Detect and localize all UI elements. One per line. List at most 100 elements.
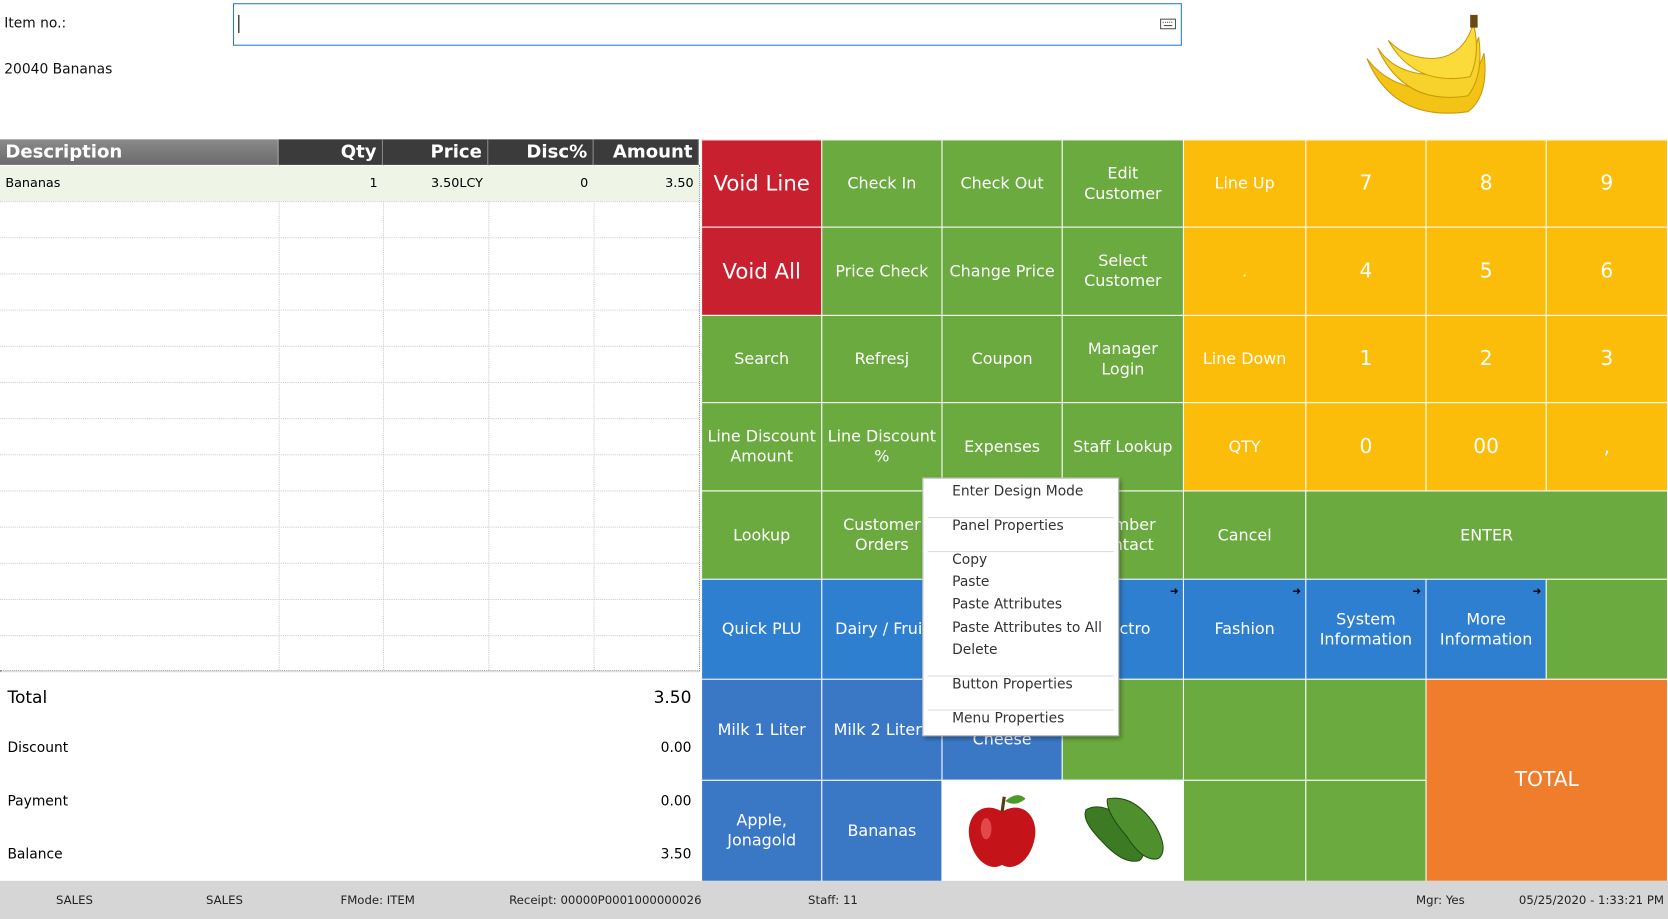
menu-item[interactable]: Button Properties	[952, 676, 1073, 693]
pos-button[interactable]: Line Up	[1182, 139, 1307, 228]
pos-button[interactable]: Fashion ➜	[1182, 578, 1307, 680]
menu-item[interactable]: Enter Design Mode	[952, 484, 1084, 500]
pos-button[interactable]: Select Customer	[1061, 226, 1185, 316]
total-label: Discount	[7, 740, 69, 757]
submenu-arrow: ➜	[1532, 586, 1542, 598]
row-line	[0, 418, 699, 420]
pos-button[interactable]: Void All	[701, 226, 823, 316]
pos-button[interactable]	[1182, 779, 1307, 882]
menu-item[interactable]: Menu Properties	[952, 710, 1065, 727]
pos-button[interactable]	[1545, 578, 1668, 680]
status-bar: SALES SALES FMode: ITEM Receipt: 00000P0001…	[0, 880, 1668, 919]
pos-button[interactable]: Cancel	[1182, 490, 1307, 580]
pos-button[interactable]: System Information ➜	[1305, 578, 1427, 680]
menu-item[interactable]: Delete	[952, 642, 998, 659]
pos-button[interactable]: Line Discount Amount	[701, 402, 823, 492]
row-line	[0, 526, 699, 528]
pos-button[interactable]: Bananas	[821, 779, 943, 882]
total-value: 3.50	[660, 846, 692, 863]
row-line	[0, 345, 699, 347]
pos-button[interactable]: 2	[1425, 314, 1547, 404]
status-item: SALES	[205, 893, 243, 908]
pos-button[interactable]	[1061, 779, 1185, 882]
menu-item[interactable]: Paste Attributes to All	[952, 620, 1102, 637]
pos-button[interactable]: 0	[1305, 402, 1427, 492]
table-cell: 1	[278, 165, 383, 202]
pos-button[interactable]: 00	[1425, 402, 1547, 492]
row-line	[0, 237, 699, 239]
pos-button[interactable]	[941, 779, 1063, 882]
total-label: Total	[7, 687, 48, 708]
row-line	[0, 381, 699, 383]
table-border	[0, 164, 700, 672]
status-item: 05/25/2020 - 1:33:21 PM	[1518, 893, 1664, 908]
pos-button[interactable]	[1182, 678, 1307, 781]
context-menu: Enter Design Mode Panel Properties Copy Pas…	[922, 477, 1120, 737]
caret	[238, 14, 240, 33]
item-input[interactable]	[232, 3, 1182, 46]
col-line	[278, 164, 280, 671]
menu-item[interactable]: Copy	[952, 552, 988, 569]
pos-button[interactable]: 4	[1305, 226, 1427, 316]
pos-button[interactable]: 5	[1425, 226, 1547, 316]
pos-button[interactable]: Lookup	[701, 490, 823, 580]
total-value: 0.00	[660, 793, 692, 810]
pos-button[interactable]: Quick PLU	[701, 578, 823, 680]
pos-button[interactable]: Void Line	[701, 139, 823, 228]
pos-button[interactable]: Manager Login	[1061, 314, 1185, 404]
pos-button[interactable]: Refresj	[821, 314, 943, 404]
col-line	[593, 164, 595, 671]
banana-image	[1366, 14, 1486, 114]
menu-item[interactable]: Paste Attributes	[952, 596, 1063, 613]
pos-button[interactable]: Apple, Jonagold	[701, 779, 823, 882]
pos-button[interactable]: TOTAL	[1425, 678, 1668, 882]
table-cell: Bananas	[0, 165, 279, 202]
pos-button[interactable]: ENTER	[1305, 490, 1668, 580]
menu-item[interactable]: Panel Properties	[952, 518, 1064, 535]
pos-button[interactable]: Search	[701, 314, 823, 404]
pos-button[interactable]: More Information ➜	[1425, 578, 1547, 680]
pos-button[interactable]: QTY	[1182, 402, 1307, 492]
pos-button[interactable]: 3	[1545, 314, 1668, 404]
menu-separator	[927, 675, 1114, 677]
row-line	[0, 309, 699, 311]
pos-button[interactable]: Check Out	[941, 139, 1063, 228]
pos-button[interactable]: Price Check	[821, 226, 943, 316]
status-item: Mgr: Yes	[1416, 893, 1465, 908]
pos-button[interactable]	[1305, 779, 1427, 882]
pos-button[interactable]: Check In	[821, 139, 943, 228]
row-line	[0, 598, 699, 600]
pos-button[interactable]: Change Price	[941, 226, 1063, 316]
pos-button[interactable]: 1	[1305, 314, 1427, 404]
keyboard-icon[interactable]	[1160, 18, 1177, 30]
column-header: Disc%	[488, 139, 594, 165]
pos-button[interactable]: ,	[1545, 402, 1668, 492]
table-cell: 3.50LCY	[382, 165, 489, 202]
pos-button[interactable]: Line Discount %	[821, 402, 943, 492]
menu-separator	[927, 551, 1114, 553]
pos-button[interactable]: 8	[1425, 139, 1547, 228]
row-line	[0, 635, 699, 637]
pos-button[interactable]	[1305, 678, 1427, 781]
pos-button[interactable]: Line Down	[1182, 314, 1307, 404]
pos-button[interactable]: 7	[1305, 139, 1427, 228]
menu-item[interactable]: Paste	[952, 574, 990, 591]
col-line	[488, 164, 490, 671]
pos-button[interactable]: Coupon	[941, 314, 1063, 404]
pos-button[interactable]: .	[1182, 226, 1307, 316]
pos-button[interactable]: 9	[1545, 139, 1668, 228]
pos-button[interactable]: Staff Lookup	[1061, 402, 1185, 492]
pos-button[interactable]: Edit Customer	[1061, 139, 1185, 228]
item-label: Item no.:	[4, 15, 67, 32]
item-info: 20040 Bananas	[4, 61, 113, 78]
column-header: Price	[382, 139, 489, 165]
menu-separator	[927, 517, 1114, 519]
row-line	[0, 454, 699, 456]
status-item: Receipt: 00000P0001000000026	[509, 893, 702, 908]
pos-button[interactable]: 6	[1545, 226, 1668, 316]
pos-button[interactable]: Milk 1 Liter	[701, 678, 823, 781]
row-line	[0, 562, 699, 564]
cucumber-image	[1084, 797, 1164, 862]
col-line	[382, 164, 385, 671]
